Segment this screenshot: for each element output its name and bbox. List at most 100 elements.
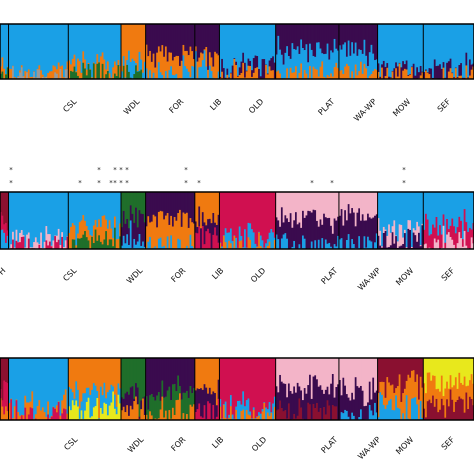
individual-bar-segment: [205, 46, 208, 67]
population-label: WA-WP: [356, 266, 382, 292]
individual-bar-segment: [240, 73, 243, 80]
individual-bar-segment: [19, 24, 22, 71]
individual-bar-segment: [446, 234, 449, 250]
individual-bar-segment: [433, 227, 436, 239]
individual-bar-segment: [412, 370, 415, 399]
individual-bar-segment: [157, 192, 161, 213]
individual-bar-segment: [106, 392, 110, 416]
asterisk-marker: *: [9, 179, 13, 187]
individual-bar-segment: [263, 24, 266, 60]
individual-bar-segment: [115, 406, 118, 415]
individual-bar-segment: [233, 24, 236, 59]
individual-bar-segment: [87, 387, 90, 399]
individual-bar-segment: [323, 54, 326, 78]
individual-bar-segment: [326, 218, 329, 245]
individual-bar-segment: [186, 192, 189, 214]
individual-bar-segment: [472, 405, 474, 421]
individual-bar-segment: [361, 53, 364, 75]
individual-bar-segment: [203, 384, 206, 406]
individual-bar-segment: [330, 24, 333, 51]
individual-bar-segment: [374, 69, 377, 80]
individual-bar-segment: [251, 70, 254, 78]
individual-bar-segment: [347, 24, 350, 41]
individual-bar-segment: [131, 386, 134, 410]
individual-bar-segment: [407, 192, 410, 221]
individual-bar-segment: [388, 224, 391, 248]
individual-bar-segment: [217, 214, 220, 243]
individual-bar-segment: [0, 388, 2, 399]
individual-bar-segment: [345, 192, 349, 221]
individual-bar-segment: [94, 192, 97, 221]
individual-bar-segment: [447, 24, 451, 62]
individual-bar-segment: [140, 245, 143, 250]
individual-bar-segment: [335, 358, 338, 388]
individual-bar-segment: [78, 192, 81, 223]
individual-bar-segment: [291, 24, 294, 44]
individual-bar-segment: [201, 192, 205, 213]
individual-bar-segment: [384, 397, 387, 410]
individual-bar-segment: [13, 247, 16, 249]
individual-bar-segment: [168, 224, 171, 249]
individual-bar-segment: [291, 72, 294, 80]
individual-bar-segment: [442, 405, 445, 421]
individual-bar-segment: [252, 409, 255, 421]
individual-bar-segment: [101, 63, 104, 80]
individual-bar-segment: [13, 24, 16, 78]
individual-bar-segment: [184, 50, 187, 67]
individual-bar-segment: [270, 58, 273, 71]
individual-bar-segment: [321, 53, 324, 62]
individual-bar-segment: [57, 402, 60, 421]
individual-bar-segment: [296, 46, 299, 79]
individual-bar-segment: [157, 46, 161, 63]
individual-bar-segment: [296, 224, 299, 249]
individual-bar-segment: [435, 398, 438, 421]
individual-bar-segment: [222, 24, 226, 69]
individual-bar-segment: [298, 192, 301, 223]
individual-bar-segment: [184, 213, 187, 249]
individual-bar-segment: [170, 215, 173, 236]
individual-bar-segment: [87, 192, 90, 231]
individual-bar-segment: [238, 226, 241, 242]
individual-bar-segment: [372, 217, 375, 249]
individual-bar-segment: [345, 220, 349, 241]
individual-bar-segment: [29, 407, 32, 421]
individual-bar-segment: [277, 239, 280, 250]
individual-bar-segment: [191, 246, 194, 250]
individual-bar-segment: [254, 68, 257, 80]
individual-bar-segment: [403, 229, 407, 234]
individual-bar-segment: [361, 358, 364, 391]
individual-bar-segment: [77, 238, 80, 250]
individual-bar-segment: [249, 66, 252, 80]
individual-bar-segment: [41, 77, 45, 80]
individual-bar-segment: [24, 395, 27, 408]
individual-bar-segment: [3, 232, 6, 250]
individual-bar-segment: [70, 226, 73, 249]
individual-bar-segment: [80, 410, 83, 421]
individual-bar-segment: [159, 51, 162, 73]
individual-bar-segment: [388, 24, 391, 77]
individual-bar-segment: [384, 66, 387, 77]
individual-bar-segment: [175, 400, 178, 421]
individual-bar-segment: [150, 24, 154, 63]
individual-bar-segment: [187, 71, 190, 80]
individual-bar-segment: [418, 24, 421, 73]
individual-bar-segment: [106, 192, 110, 229]
individual-bar-segment: [426, 72, 429, 73]
individual-bar-segment: [360, 192, 363, 221]
individual-bar-segment: [173, 384, 176, 416]
individual-bar-segment: [449, 375, 452, 390]
individual-bar-segment: [99, 56, 103, 79]
individual-bar-segment: [150, 415, 154, 421]
individual-bar-segment: [115, 65, 118, 77]
individual-bar-segment: [242, 247, 245, 249]
individual-bar-segment: [382, 60, 386, 79]
individual-bar-segment: [106, 245, 110, 250]
individual-bar-segment: [423, 24, 426, 73]
individual-bar-segment: [26, 358, 29, 403]
individual-bar-segment: [247, 65, 250, 80]
individual-bar-segment: [105, 74, 108, 80]
individual-bar-segment: [440, 358, 444, 376]
individual-bar-segment: [224, 401, 227, 419]
individual-bar-segment: [347, 416, 350, 421]
individual-bar-segment: [112, 391, 115, 421]
